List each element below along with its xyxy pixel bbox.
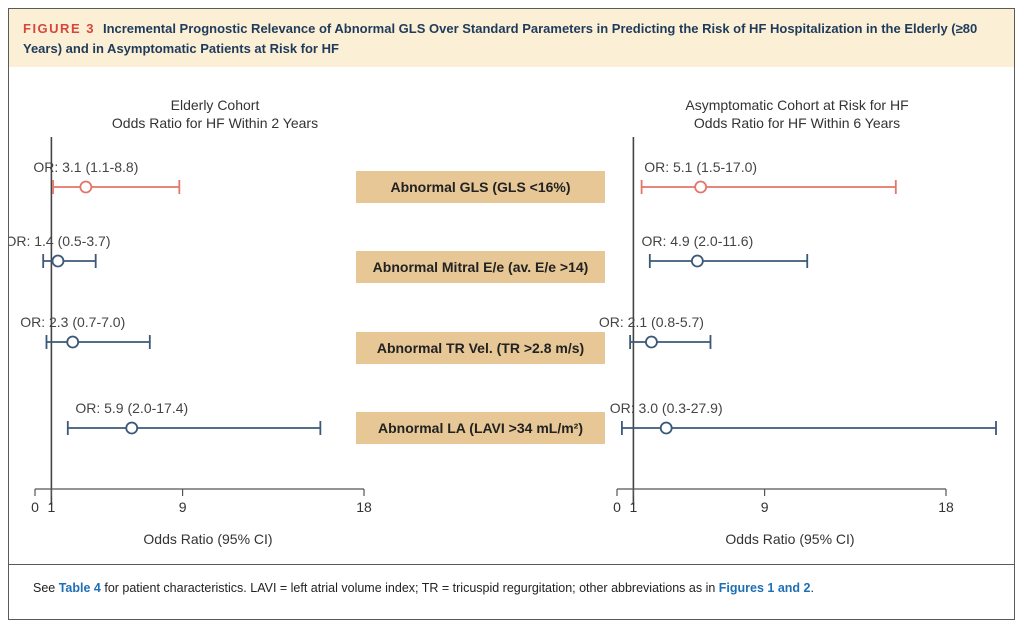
panel-title: Asymptomatic Cohort at Risk for HF — [685, 97, 908, 113]
x-tick-label: 0 — [31, 499, 39, 515]
table-4-link[interactable]: Table 4 — [58, 581, 101, 595]
x-tick-label: 18 — [356, 499, 372, 515]
parameter-label: Abnormal GLS (GLS <16%) — [390, 179, 570, 195]
x-tick-label: 18 — [938, 499, 954, 515]
footnote-suffix: . — [810, 581, 814, 595]
odds-ratio-point — [79, 180, 93, 194]
odds-ratio-label: OR: 5.1 (1.5-17.0) — [644, 159, 757, 175]
odds-ratio-point — [690, 254, 704, 268]
figure-frame: FIGURE 3 Incremental Prognostic Relevance… — [5, 8, 1015, 620]
panel-subtitle: Odds Ratio for HF Within 2 Years — [112, 115, 318, 131]
parameter-label-box — [356, 171, 605, 203]
figure-footnote: See Table 4 for patient characteristics.… — [33, 581, 1000, 595]
odds-ratio-point — [51, 254, 65, 268]
forest-plot-area: Elderly Cohort Odds Ratio for HF Within 2… — [5, 67, 1014, 567]
figure-label: FIGURE 3 — [23, 21, 95, 36]
parameter-label-box — [356, 332, 605, 364]
odds-ratio-label: OR: 3.0 (0.3-27.9) — [610, 400, 723, 416]
odds-ratio-label: OR: 5.9 (2.0-17.4) — [75, 400, 188, 416]
x-tick-label: 0 — [613, 499, 621, 515]
odds-ratio-point — [66, 335, 80, 349]
odds-ratio-label: OR: 2.1 (0.8-5.7) — [599, 314, 704, 330]
x-axis-label: Odds Ratio (95% CI) — [725, 531, 854, 547]
odds-ratio-label: OR: 3.1 (1.1-8.8) — [33, 159, 138, 175]
x-tick-label: 9 — [179, 499, 187, 515]
odds-ratio-point — [645, 335, 658, 349]
figure-title: Incremental Prognostic Relevance of Abno… — [23, 21, 978, 56]
x-axis-label: Odds Ratio (95% CI) — [143, 531, 272, 547]
figures-link[interactable]: Figures 1 and 2 — [718, 581, 811, 595]
parameter-label: Abnormal TR Vel. (TR >2.8 m/s) — [377, 340, 584, 356]
x-tick-label: 9 — [761, 499, 769, 515]
odds-ratio-point — [694, 180, 708, 194]
parameter-label-box — [356, 412, 605, 444]
parameter-label: Abnormal LA (LAVI >34 mL/m²) — [378, 420, 583, 436]
odds-ratio-label: OR: 1.4 (0.5-3.7) — [9, 233, 110, 249]
x-tick-label: 1 — [48, 499, 56, 515]
footnote-text: for patient characteristics. LAVI = left… — [100, 581, 719, 595]
panel-title: Elderly Cohort — [171, 97, 260, 113]
odds-ratio-point — [659, 421, 673, 435]
parameter-label: Abnormal Mitral E/e (av. E/e >14) — [373, 259, 589, 275]
panel-subtitle: Odds Ratio for HF Within 6 Years — [694, 115, 900, 131]
odds-ratio-point — [125, 421, 139, 435]
forest-plot-svg: Elderly Cohort Odds Ratio for HF Within 2… — [5, 97, 997, 547]
footer-divider — [9, 564, 1014, 565]
odds-ratio-label: OR: 4.9 (2.0-11.6) — [641, 233, 753, 249]
figure-header: FIGURE 3 Incremental Prognostic Relevance… — [9, 9, 1014, 67]
odds-ratio-label: OR: 2.3 (0.7-7.0) — [20, 314, 125, 330]
footnote-prefix: See — [33, 581, 59, 595]
parameter-label-box — [356, 251, 605, 283]
x-tick-label: 1 — [630, 499, 638, 515]
